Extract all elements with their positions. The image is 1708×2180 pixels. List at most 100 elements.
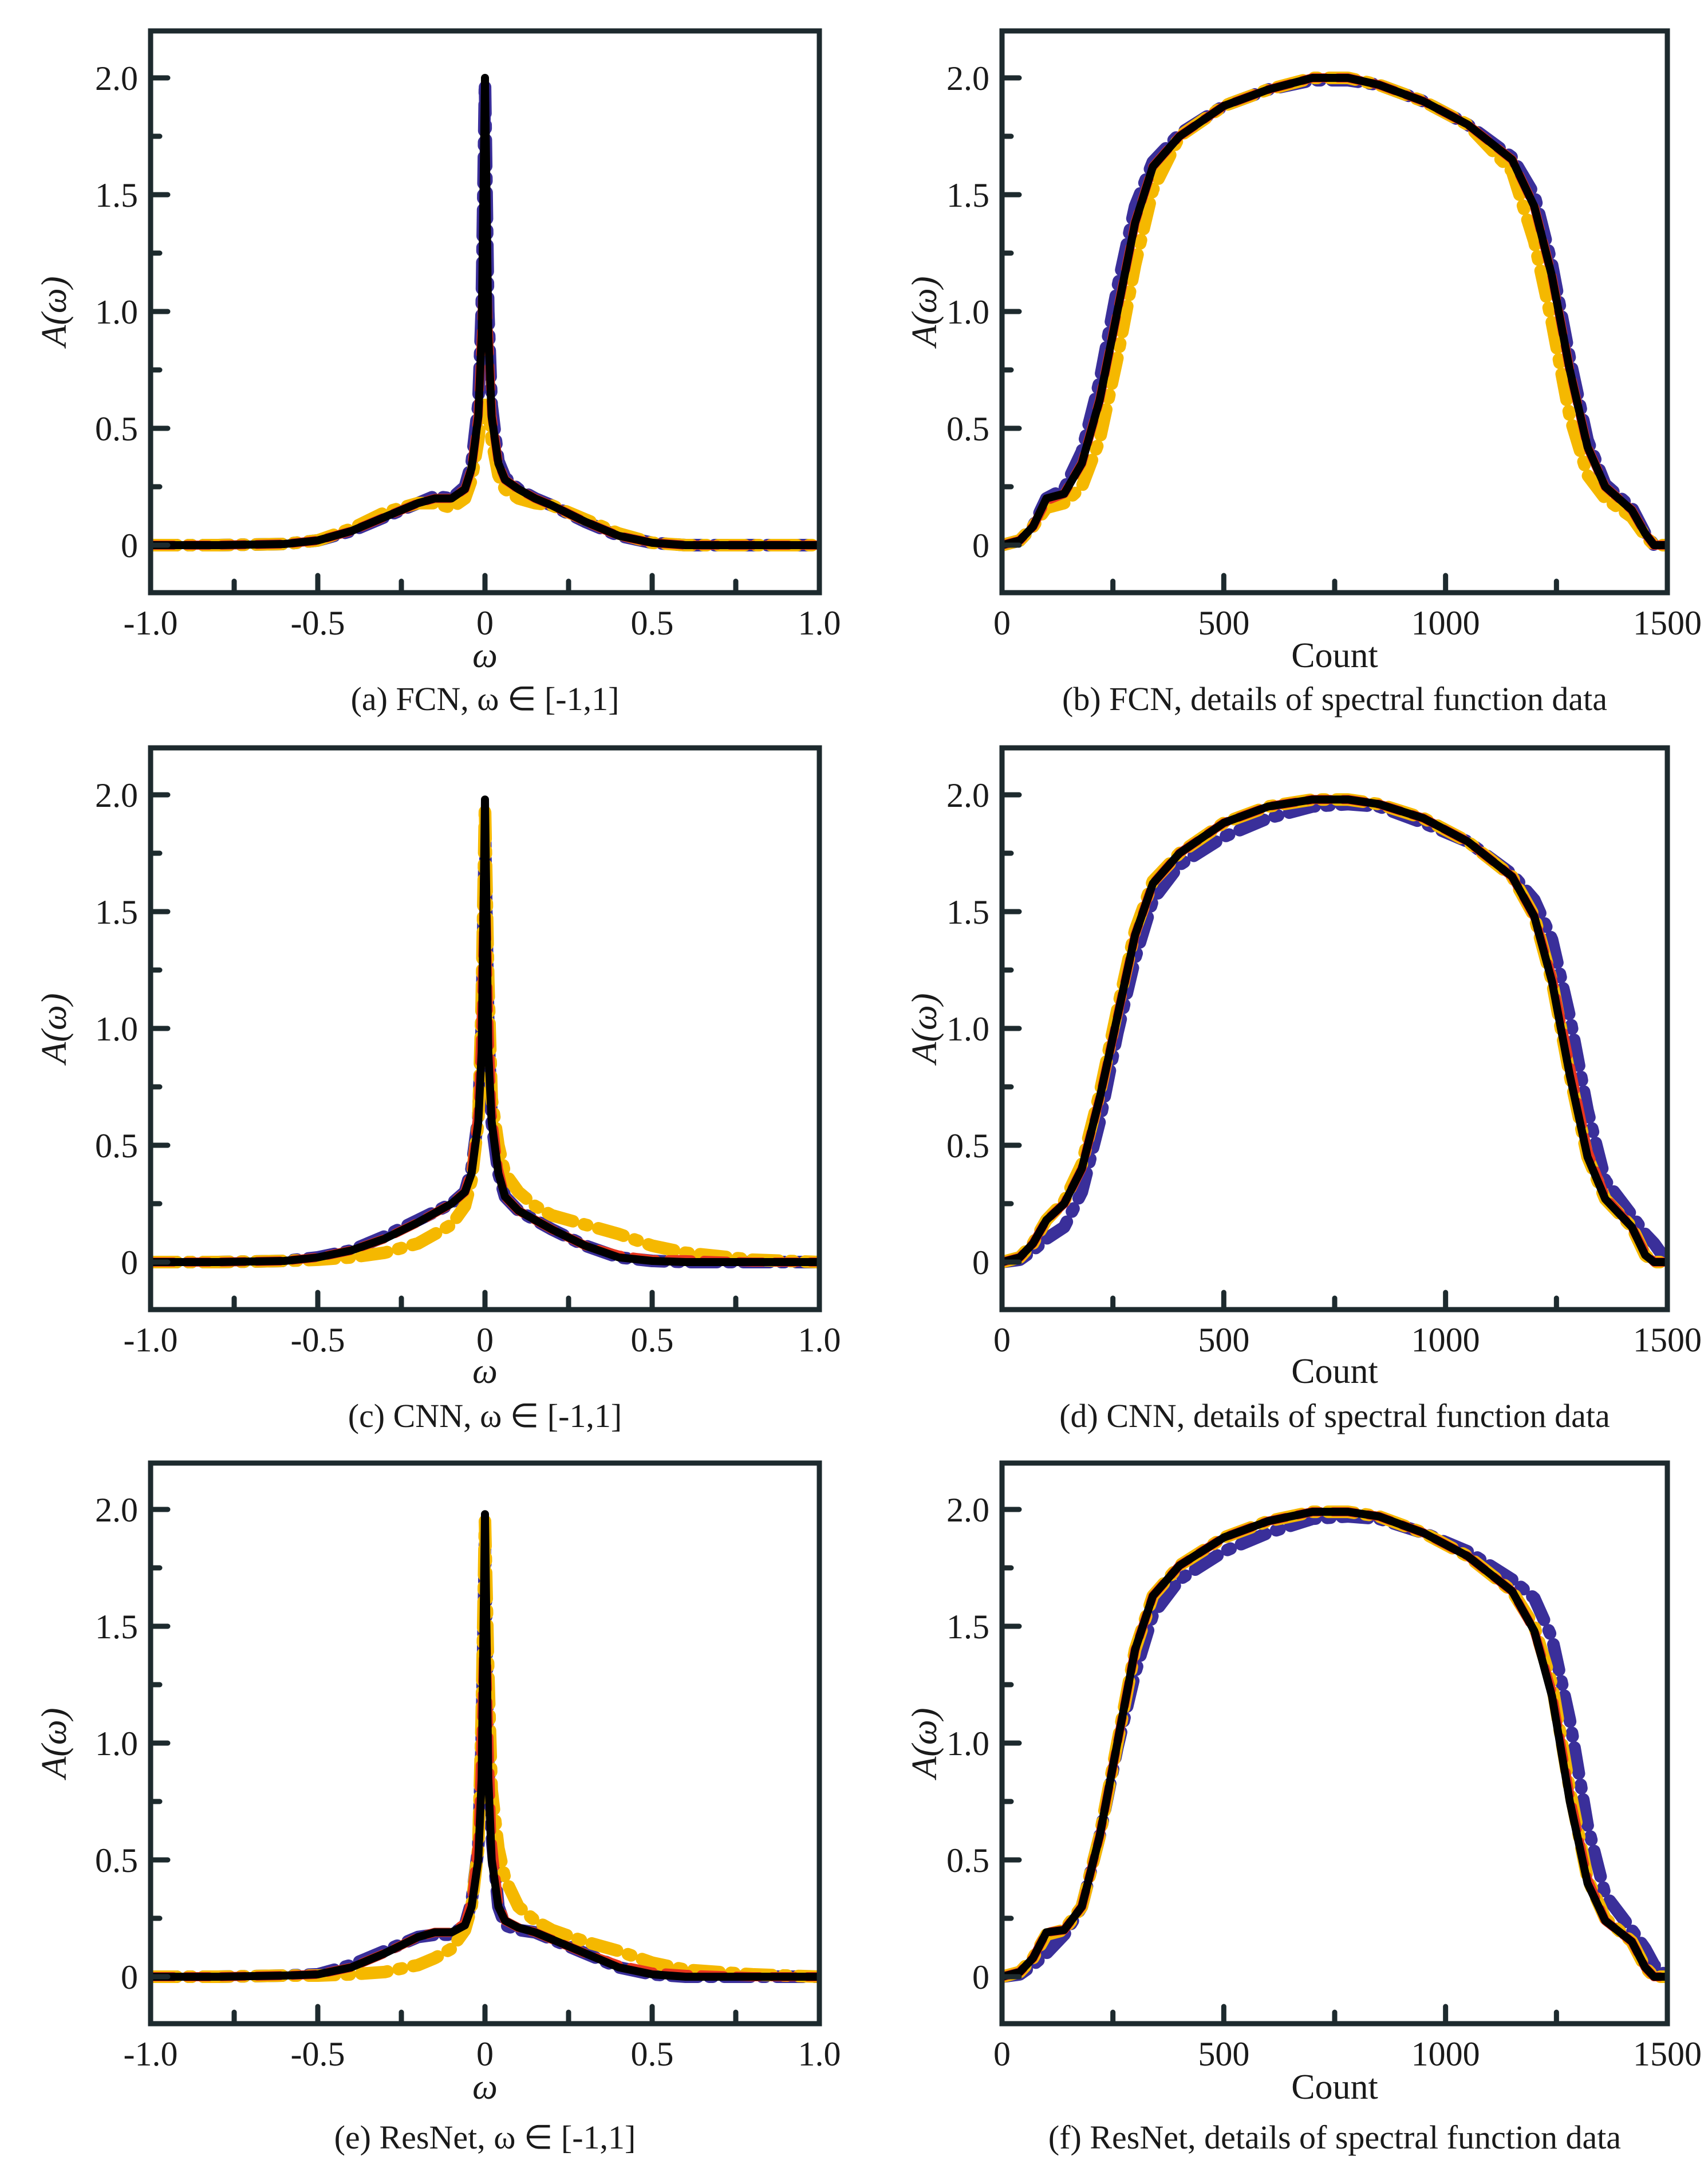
series-line-dashdot-2 (1002, 1505, 1667, 1983)
series-line-dashed-3 (1002, 73, 1667, 550)
x-tick-label: 1500 (1633, 1321, 1702, 1359)
y-axis-title: A(ω) (35, 994, 74, 1066)
x-axis-title: Count (1291, 1352, 1378, 1391)
panel-d: 0 0.5 1.0 1.5 2.0 0 500 1000 1500 Count A(ω) (d) CN… (905, 745, 1702, 1434)
x-tick-label: 0.5 (631, 2035, 674, 2073)
x-tick-label: 1500 (1633, 2035, 1702, 2073)
x-tick-label: 0 (476, 1321, 494, 1359)
y-tick-label: 2.0 (95, 776, 138, 814)
x-tick-label: -0.5 (291, 604, 345, 642)
plot-area (1002, 1505, 1667, 1983)
x-tick-label: -0.5 (291, 1321, 345, 1359)
y-tick-label: 1.5 (95, 1608, 138, 1646)
x-tick-label: 1.0 (798, 604, 841, 642)
series-line-solid-0 (1002, 1508, 1667, 1981)
y-tick-label: 2.0 (946, 1491, 989, 1529)
x-tick-label: 500 (1198, 2035, 1249, 2073)
plot-area (1002, 793, 1667, 1268)
panel-caption: (c) CNN, ω ∈ [-1,1] (348, 1397, 622, 1434)
y-tick-label: 0.5 (95, 1842, 138, 1879)
x-tick-label: 0.5 (631, 604, 674, 642)
panel-caption: (f) ResNet, details of spectral function… (1048, 2119, 1621, 2156)
y-tick-label: 1.0 (95, 293, 138, 331)
x-tick-label: 1500 (1633, 604, 1702, 642)
x-tick-label: 0 (993, 1321, 1011, 1359)
y-axis-title: A(ω) (905, 1708, 944, 1781)
y-tick-label: 2.0 (95, 60, 138, 97)
y-tick-label: 1.5 (95, 893, 138, 931)
x-tick-label: -1.0 (124, 604, 178, 642)
x-tick-label: -1.0 (124, 1321, 178, 1359)
x-tick-label: -1.0 (124, 2035, 178, 2073)
y-tick-label: 1.0 (946, 293, 989, 331)
panel-e: 0 0.5 1.0 1.5 2.0 -1.0 -0.5 0 0.5 1.0 ω A(ω) (e) Res… (35, 1460, 841, 2156)
x-tick-label: 500 (1198, 1321, 1249, 1359)
x-tick-label: 1000 (1411, 2035, 1480, 2073)
y-tick-label: 2.0 (946, 60, 989, 97)
y-tick-label: 0 (972, 1958, 989, 1996)
y-tick-label: 1.5 (946, 176, 989, 214)
y-tick-label: 1.0 (946, 1725, 989, 1763)
panel-a: 0 0.5 1.0 1.5 2.0 -1.0 -0.5 0 0.5 1.0 ω A(ω) (a) FCN… (35, 28, 841, 718)
x-axis-title: Count (1291, 636, 1378, 675)
y-tick-label: 1.5 (95, 176, 138, 214)
series-line-solid-0 (1002, 795, 1667, 1266)
y-tick-label: 0 (121, 527, 138, 565)
y-tick-label: 0 (972, 1244, 989, 1282)
x-tick-label: 1000 (1411, 604, 1480, 642)
series-line-dashdot-2 (151, 399, 819, 551)
series-line-solid-0 (151, 1510, 819, 1981)
x-tick-label: 1.0 (798, 2035, 841, 2073)
y-axis-title: A(ω) (905, 277, 944, 349)
plot-area (151, 74, 819, 551)
y-axis-title: A(ω) (905, 994, 944, 1066)
x-tick-label: -0.5 (291, 2035, 345, 2073)
series-line-dashdot-2 (1002, 72, 1667, 551)
x-tick-label: 0 (476, 604, 494, 642)
y-tick-label: 1.0 (95, 1725, 138, 1763)
panel-caption: (a) FCN, ω ∈ [-1,1] (351, 680, 620, 718)
x-tick-label: 0 (476, 2035, 494, 2073)
x-axis-title: ω (472, 2068, 498, 2107)
panel-b: 0 0.5 1.0 1.5 2.0 0 500 1000 1500 Count A(ω) (b) FC… (905, 28, 1702, 718)
plot-area (151, 1510, 819, 1983)
x-axis-title: ω (472, 636, 498, 675)
x-tick-label: 500 (1198, 604, 1249, 642)
panel-c: 0 0.5 1.0 1.5 2.0 -1.0 -0.5 0 0.5 1.0 ω A(ω) (c) CNN… (35, 745, 841, 1434)
series-line-dashdot-1 (1002, 74, 1667, 551)
plot-area (1002, 72, 1667, 551)
panel-caption: (b) FCN, details of spectral function da… (1062, 680, 1607, 718)
y-tick-label: 0.5 (946, 1842, 989, 1879)
y-tick-label: 0 (121, 1244, 138, 1282)
y-tick-label: 2.0 (95, 1491, 138, 1529)
y-tick-label: 1.5 (946, 1608, 989, 1646)
x-tick-label: 0 (993, 604, 1011, 642)
x-tick-label: 0.5 (631, 1321, 674, 1359)
y-tick-label: 1.0 (946, 1010, 989, 1048)
x-tick-label: 1000 (1411, 1321, 1480, 1359)
series-line-solid-0 (151, 795, 819, 1266)
y-tick-label: 0.5 (95, 410, 138, 448)
y-tick-label: 2.0 (946, 776, 989, 814)
x-axis-title: ω (472, 1352, 498, 1391)
series-line-solid-0 (1002, 74, 1667, 549)
x-axis-title: Count (1291, 2068, 1378, 2107)
y-axis-title: A(ω) (35, 1708, 74, 1781)
panel-caption: (e) ResNet, ω ∈ [-1,1] (334, 2119, 636, 2156)
y-tick-label: 1.5 (946, 893, 989, 931)
y-tick-label: 1.0 (95, 1010, 138, 1048)
x-tick-label: 1.0 (798, 1321, 841, 1359)
y-tick-label: 0 (972, 527, 989, 565)
y-axis-title: A(ω) (35, 277, 74, 349)
x-tick-label: 0 (993, 2035, 1011, 2073)
series-line-dashdot-1 (1002, 798, 1667, 1268)
series-line-solid-0 (151, 74, 819, 549)
panel-caption: (d) CNN, details of spectral function da… (1059, 1397, 1610, 1434)
y-tick-label: 0.5 (946, 1127, 989, 1165)
plot-area (151, 795, 819, 1268)
series-line-dashed-3 (1002, 795, 1667, 1267)
panel-f: 0 0.5 1.0 1.5 2.0 0 500 1000 1500 Count A(ω) (f) Re… (905, 1460, 1702, 2156)
y-tick-label: 0 (121, 1958, 138, 1996)
y-tick-label: 0.5 (946, 410, 989, 448)
